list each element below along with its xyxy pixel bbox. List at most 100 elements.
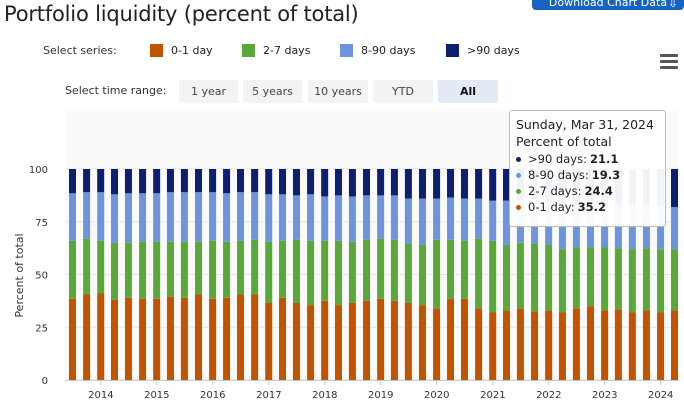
bar-8-90-days-29 — [475, 198, 483, 239]
bar-8-90-days-5 — [139, 193, 147, 242]
download-chart-data-button[interactable]: Download Chart Data — [532, 0, 684, 10]
legend-label-0-1-day: 0-1 day — [171, 44, 213, 57]
bar-8-90-days-42 — [657, 205, 665, 250]
bar--90-days-3 — [111, 169, 118, 195]
bar--90-days-6 — [153, 169, 161, 194]
tooltip-row-over-90-days: >90 days: 21.1 — [516, 151, 659, 167]
bar-2-7-days-40 — [628, 249, 636, 313]
bar-2-7-days-43 — [671, 249, 678, 311]
bar-0-1-day-29 — [475, 308, 483, 380]
bar-2-7-days-29 — [475, 238, 483, 309]
download-button-label: Download Chart Data — [548, 0, 668, 9]
bar-2-7-days-33 — [531, 243, 539, 312]
bar-8-90-days-23 — [390, 195, 398, 240]
select-series-label: Select series: — [43, 44, 117, 57]
bar-2-7-days-11 — [223, 241, 231, 298]
bar-8-90-days-30 — [489, 200, 497, 241]
bar-2-7-days-37 — [586, 247, 594, 307]
bar--90-days-7 — [166, 169, 174, 193]
x-tick-label-2017: 2017 — [256, 390, 281, 401]
bar-2-7-days-3 — [111, 242, 118, 300]
hamburger-menu-icon[interactable] — [660, 54, 678, 70]
legend-swatch-over-90-days — [446, 44, 459, 57]
bar-0-1-day-22 — [377, 298, 385, 380]
bar-2-7-days-26 — [433, 239, 441, 309]
bar-2-7-days-16 — [292, 239, 300, 303]
bar-0-1-day-18 — [321, 300, 329, 381]
bar--90-days-23 — [390, 169, 398, 196]
time-range-10-years-button[interactable]: 10 years — [308, 80, 368, 103]
bar-0-1-day-34 — [545, 310, 553, 380]
bar-0-1-day-36 — [572, 308, 580, 380]
bar--90-days-26 — [433, 169, 441, 199]
x-tick-label-2024: 2024 — [648, 390, 673, 401]
tooltip-date: Sunday, Mar 31, 2024 — [516, 117, 654, 132]
x-tick-label-2019: 2019 — [368, 390, 393, 401]
bar-8-90-days-31 — [502, 200, 510, 245]
bar-8-90-days-0 — [69, 193, 76, 241]
bar-2-7-days-17 — [307, 240, 315, 306]
bar-0-1-day-12 — [237, 294, 245, 380]
bar-2-7-days-23 — [390, 239, 398, 301]
time-range-all-button[interactable]: All — [438, 80, 498, 103]
bar-2-7-days-32 — [516, 242, 524, 309]
y-tick-label-0: 0 — [42, 376, 48, 387]
x-tick-label-2023: 2023 — [592, 390, 617, 401]
bar-2-7-days-0 — [69, 240, 76, 299]
bar-8-90-days-15 — [279, 194, 287, 241]
bar-8-90-days-1 — [83, 192, 91, 239]
bar--90-days-19 — [334, 169, 342, 196]
legend-item-8-90-days[interactable]: 8-90 days — [340, 44, 415, 57]
bar-2-7-days-35 — [558, 249, 566, 313]
bar-8-90-days-7 — [166, 192, 174, 242]
y-axis-label: Percent of total — [13, 233, 26, 317]
tooltip-row-8-90-days: 8-90 days: 19.3 — [516, 167, 659, 183]
time-range-ytd-button[interactable]: YTD — [373, 80, 433, 103]
bar--90-days-25 — [418, 169, 426, 199]
bar-2-7-days-18 — [321, 240, 329, 301]
bar-2-7-days-42 — [657, 249, 665, 313]
bar-8-90-days-14 — [265, 194, 273, 242]
bar-8-90-days-12 — [237, 192, 245, 241]
bar--90-days-0 — [69, 169, 76, 194]
bar-8-90-days-22 — [377, 195, 385, 239]
bar-2-7-days-38 — [601, 247, 609, 311]
bar-0-1-day-25 — [418, 305, 426, 380]
bar-0-1-day-31 — [502, 310, 510, 380]
time-range-1-year-button[interactable]: 1 year — [179, 80, 238, 103]
time-range-5-years-button[interactable]: 5 years — [243, 80, 302, 103]
bar-2-7-days-15 — [279, 240, 287, 298]
chart-title: Portfolio liquidity (percent of total) — [4, 2, 359, 26]
y-tick-label-50: 50 — [35, 271, 48, 282]
bar-8-90-days-20 — [348, 196, 356, 242]
tooltip-subtitle: Percent of total — [516, 134, 612, 149]
bar-0-1-day-21 — [363, 300, 371, 381]
bar-0-1-day-33 — [531, 311, 539, 380]
bar--90-days-27 — [447, 169, 455, 198]
bar--90-days-17 — [307, 169, 315, 195]
bar-2-7-days-24 — [404, 243, 412, 303]
bar-0-1-day-32 — [516, 308, 524, 380]
bar-0-1-day-3 — [111, 299, 118, 380]
legend-item-over-90-days[interactable]: >90 days — [446, 44, 520, 57]
bar-8-90-days-35 — [558, 204, 566, 250]
bar--90-days-20 — [348, 169, 356, 197]
bar-2-7-days-30 — [489, 240, 497, 313]
bar-2-7-days-7 — [166, 241, 174, 297]
download-icon[interactable]: ⇩ — [668, 0, 679, 10]
bar-2-7-days-20 — [348, 241, 356, 303]
bar--90-days-30 — [489, 169, 497, 201]
bar-2-7-days-5 — [139, 241, 147, 299]
bar-0-1-day-0 — [69, 298, 76, 380]
bar-8-90-days-8 — [180, 192, 188, 242]
bar--90-days-22 — [377, 169, 385, 196]
legend-item-2-7-days[interactable]: 2-7 days — [242, 44, 310, 57]
y-tick-label-75: 75 — [35, 218, 48, 229]
bar--90-days-24 — [404, 169, 412, 199]
legend-item-0-1-day[interactable]: 0-1 day — [150, 44, 213, 57]
bar--90-days-5 — [139, 169, 147, 194]
bar--90-days-9 — [195, 169, 203, 193]
x-tick-label-2018: 2018 — [312, 390, 337, 401]
bar-0-1-day-40 — [628, 312, 636, 380]
